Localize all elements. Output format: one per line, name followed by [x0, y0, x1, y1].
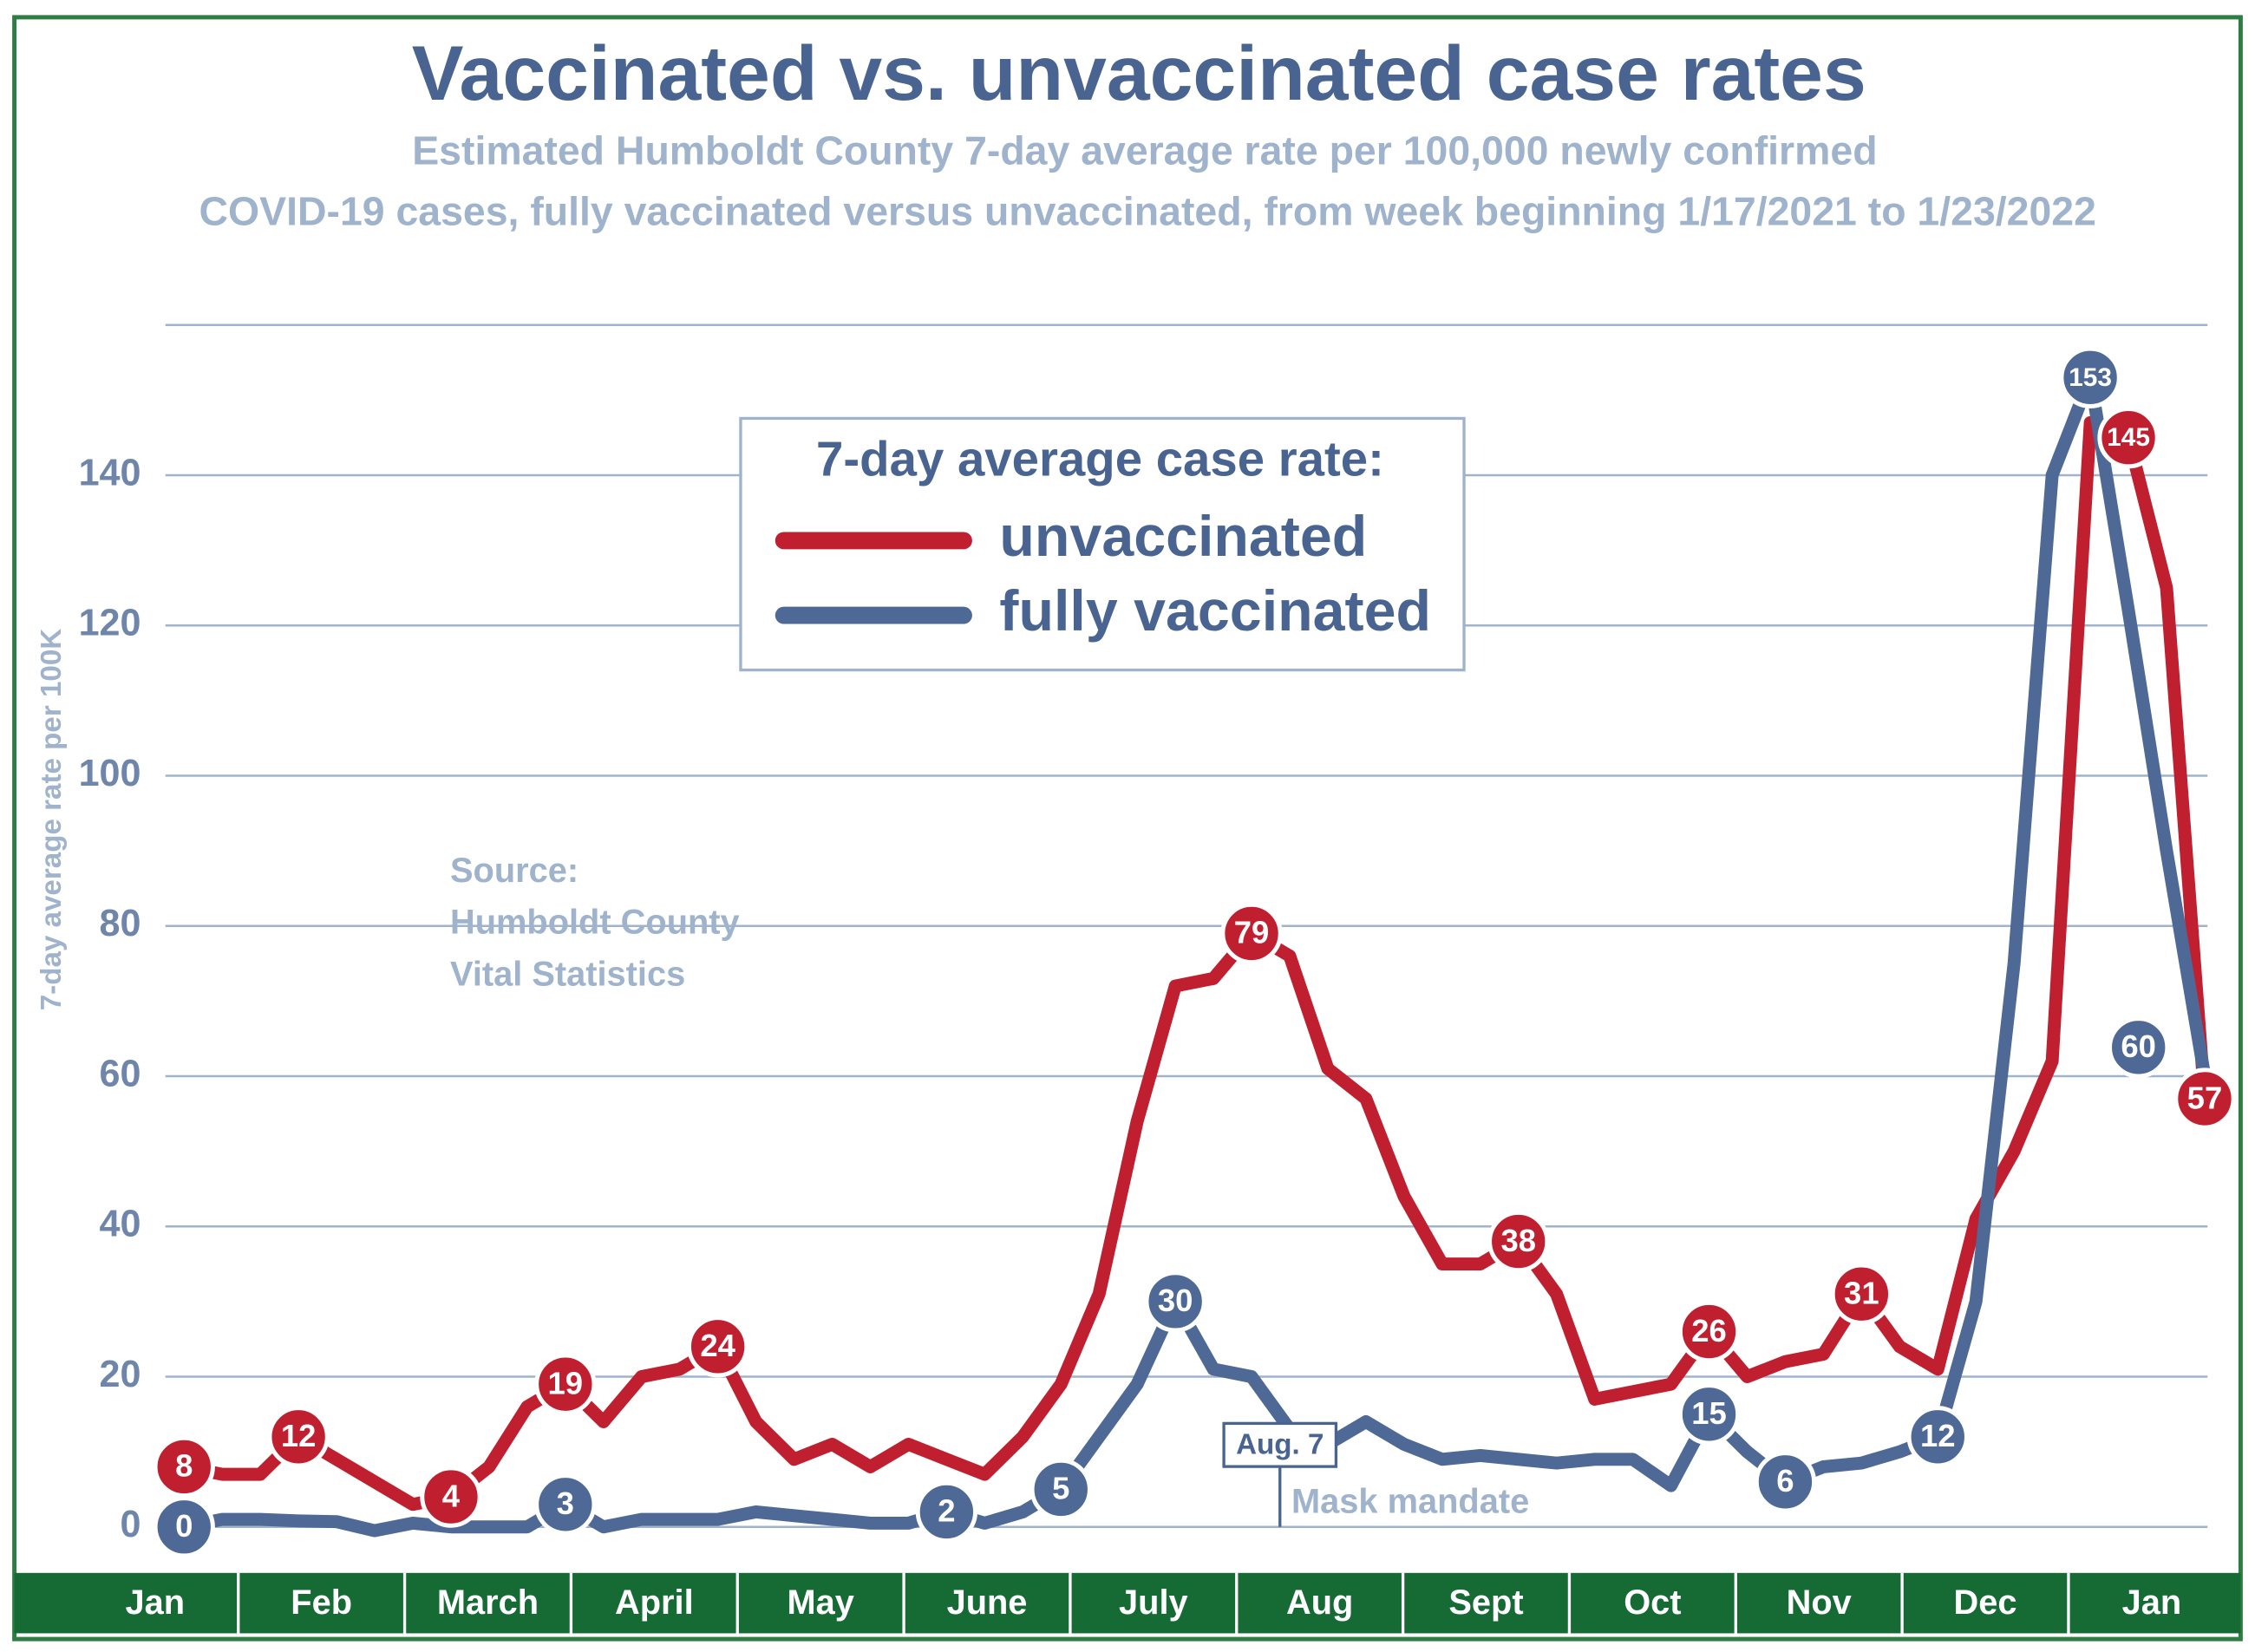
data-label: 30	[1158, 1283, 1193, 1318]
legend-label: unvaccinated	[999, 505, 1367, 569]
data-label: 31	[1844, 1276, 1879, 1311]
x-tick-label: March	[437, 1583, 539, 1622]
data-label-badge	[2059, 346, 2121, 408]
data-label: 3	[557, 1485, 574, 1521]
y-axis-label: 7-day average rate per 100K	[36, 629, 68, 1011]
source-note: Vital Statistics	[450, 955, 685, 993]
data-label: 57	[2187, 1080, 2223, 1115]
chart-subtitle: Estimated Humboldt County 7-day average …	[412, 128, 1877, 173]
x-tick-label: Jan	[2122, 1583, 2182, 1622]
data-label: 38	[1500, 1223, 1536, 1258]
data-label: 2	[938, 1493, 955, 1529]
data-label-badge	[1830, 1263, 1893, 1325]
data-label: 26	[1691, 1313, 1727, 1348]
y-tick-label: 20	[100, 1354, 141, 1395]
x-tick-label: May	[787, 1583, 853, 1622]
data-label-badge	[1220, 902, 1283, 965]
source-note: Humboldt County	[450, 904, 740, 942]
x-tick-label: April	[615, 1583, 694, 1622]
data-label: 6	[1776, 1463, 1794, 1499]
data-label-badge	[153, 1496, 215, 1558]
x-tick-label: Nov	[1787, 1583, 1852, 1622]
data-label: 19	[548, 1365, 584, 1401]
x-tick-label: June	[947, 1583, 1028, 1622]
data-label-badge	[1754, 1451, 1817, 1513]
data-label-badge	[153, 1435, 215, 1499]
x-tick-label: Jan	[126, 1583, 186, 1622]
data-label: 8	[175, 1448, 193, 1484]
event-box	[1222, 1421, 1338, 1468]
x-tick-label: July	[1119, 1583, 1188, 1622]
data-label-badge	[420, 1466, 482, 1528]
data-label: 153	[2069, 363, 2112, 392]
data-label: 12	[1920, 1418, 1956, 1453]
month-bar	[14, 1572, 2241, 1634]
data-label: 60	[2121, 1028, 2156, 1064]
series-line	[177, 370, 2212, 1538]
data-label: 0	[175, 1508, 193, 1544]
x-tick-label: Feb	[291, 1583, 352, 1622]
y-tick-label: 80	[100, 903, 141, 944]
data-label: 145	[2107, 423, 2150, 452]
x-tick-label: Sept	[1448, 1583, 1523, 1622]
data-label-badge	[534, 1473, 597, 1536]
data-label-badge	[534, 1353, 597, 1415]
data-label-badge	[1677, 1383, 1741, 1446]
y-tick-label: 60	[100, 1053, 141, 1094]
chart-subtitle: COVID-19 cases, fully vaccinated versus …	[199, 188, 2096, 233]
y-tick-label: 100	[79, 753, 141, 794]
legend-label: fully vaccinated	[999, 579, 1431, 643]
x-tick-label: Aug	[1286, 1583, 1353, 1622]
frame	[12, 15, 2243, 1642]
event-label: Aug. 7	[1236, 1429, 1324, 1461]
data-label-badge	[2173, 1068, 2236, 1130]
y-tick-label: 0	[121, 1504, 141, 1545]
data-label: 5	[1052, 1471, 1069, 1506]
data-label-badge	[1677, 1300, 1741, 1363]
data-label-badge	[1029, 1458, 1092, 1521]
x-tick-label: Oct	[1624, 1583, 1681, 1622]
data-label-badge	[1906, 1406, 1969, 1468]
data-label-badge	[2108, 1016, 2170, 1079]
data-label: 12	[281, 1418, 317, 1453]
data-label: 24	[700, 1328, 735, 1363]
data-label: 79	[1234, 915, 1270, 950]
data-label-badge	[686, 1316, 749, 1378]
data-label: 4	[442, 1478, 461, 1513]
data-label-badge	[267, 1406, 330, 1468]
legend-title: 7-day average case rate:	[816, 432, 1384, 486]
data-label: 15	[1691, 1395, 1727, 1431]
event-note: Mask mandate	[1291, 1483, 1529, 1521]
data-label-badge	[915, 1480, 978, 1544]
x-tick-label: Dec	[1954, 1583, 2017, 1622]
source-note: Source:	[450, 852, 578, 890]
y-tick-label: 120	[79, 603, 141, 644]
chart-title: Vaccinated vs. unvaccinated case rates	[412, 29, 1866, 116]
y-tick-label: 40	[100, 1204, 141, 1245]
data-label-badge	[2097, 406, 2160, 469]
data-label-badge	[1487, 1210, 1550, 1273]
y-tick-label: 140	[79, 452, 141, 493]
data-label-badge	[1144, 1270, 1206, 1333]
